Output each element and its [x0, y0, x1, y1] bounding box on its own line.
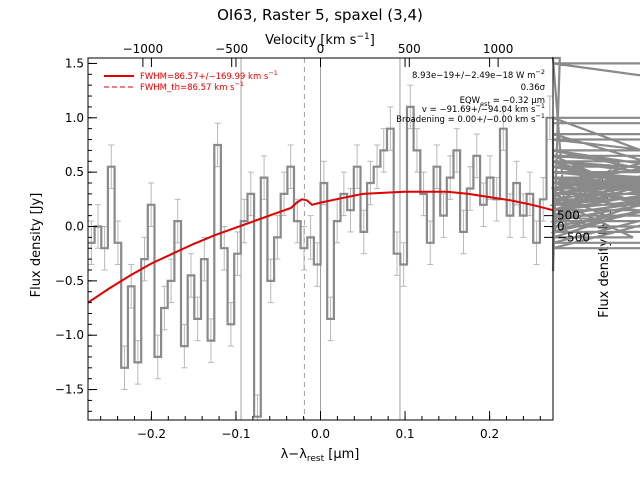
- y-tick-label: 1.5: [65, 56, 84, 70]
- x-tick-label: 0.2: [480, 427, 499, 441]
- chart-title: OI63, Raster 5, spaxel (3,4): [217, 6, 423, 24]
- x-tick-label: 0.1: [395, 427, 414, 441]
- annotation-eqw-main: EQW: [460, 96, 481, 106]
- y-tick-label: −1.5: [55, 383, 84, 397]
- annotation-broadening: Broadening = 0.00+/−0.00 km s−1: [396, 112, 545, 125]
- top-axis-label: Velocity [km s−1]: [265, 32, 375, 48]
- legend: FWHM=86.57+/−169.99 km s−1 FWHM_th=86.57…: [104, 69, 278, 93]
- x-axis-label-unit: [μm]: [324, 447, 359, 462]
- y-tick-label: −1.0: [55, 328, 84, 342]
- annotation-flux-sup: −2: [535, 68, 545, 76]
- top-tick-label: −1000: [123, 42, 164, 56]
- annotation-flux-main: 8.93e−19+/−2.49e−18 W m: [412, 71, 535, 81]
- annotation-sigma: 0.36σ: [521, 83, 546, 93]
- top-tick-label: 1000: [483, 42, 514, 56]
- legend-label-dashed: FWHM_th=86.57 km s−1: [140, 80, 244, 93]
- annotation-eqw: EQWest = −0.32 μm: [460, 96, 545, 108]
- right-tick-label: 0: [557, 219, 565, 233]
- top-axis-label-sup: −1: [356, 32, 369, 42]
- annotation-broadening-main: Broadening = 0.00+/−0.00 km s: [396, 115, 536, 125]
- y-tick-label: 0.0: [65, 219, 84, 233]
- annotation-velocity-sup: −1: [535, 102, 545, 110]
- spectrum-line: [88, 56, 640, 418]
- legend-label-dashed-main: FWHM_th=86.57 km s: [140, 83, 235, 93]
- annotation-velocity: v = −91.69+/−94.04 km s−1: [422, 102, 545, 115]
- top-axis-label-main: Velocity [km s: [265, 33, 357, 48]
- fit-line: [87, 190, 554, 304]
- x-tick-label: −0.1: [221, 427, 250, 441]
- annotations: 8.93e−19+/−2.49e−18 W m−2 0.36σ EQWest =…: [396, 68, 545, 125]
- annotation-broadening-sup: −1: [535, 112, 545, 120]
- y-tick-label: 0.5: [65, 165, 84, 179]
- x-tick-label: −0.2: [137, 427, 166, 441]
- x-axis-label-sub: rest: [307, 454, 325, 464]
- y-axis-label: Flux density [Jy]: [29, 193, 44, 298]
- legend-label-dashed-sup: −1: [234, 80, 244, 88]
- right-tick-label: 500: [557, 209, 580, 223]
- plot-area: [87, 56, 640, 421]
- x-axis-label-main: λ−λ: [281, 447, 308, 462]
- axis-ticks: −0.2 −0.1 0.0 0.1 0.2 −1.5 −1.0 −0.5 0.0 0.5 1.0 1.…: [55, 42, 590, 441]
- annotation-flux: 8.93e−19+/−2.49e−18 W m−2: [412, 68, 545, 81]
- annotation-velocity-main: v = −91.69+/−94.04 km s: [422, 105, 536, 115]
- y-tick-label: −0.5: [55, 274, 84, 288]
- top-axis-label-end: ]: [370, 33, 375, 48]
- legend-label-solid-main: FWHM=86.57+/−169.99 km s: [140, 72, 269, 82]
- x-axis-label: λ−λrest [μm]: [281, 447, 360, 464]
- legend-label-solid-sup: −1: [268, 69, 278, 77]
- right-tick-label: −500: [557, 230, 590, 244]
- x-tick-label: 0.0: [311, 427, 330, 441]
- annotation-eqw-after: = −0.32 μm: [490, 96, 545, 106]
- top-tick-label: −500: [215, 42, 248, 56]
- top-tick-label: 500: [398, 42, 421, 56]
- legend-label-solid: FWHM=86.57+/−169.99 km s−1: [140, 69, 278, 82]
- y-tick-label: 1.0: [65, 111, 84, 125]
- annotation-eqw-sub: est: [480, 100, 490, 108]
- top-tick-label: 0: [317, 42, 325, 56]
